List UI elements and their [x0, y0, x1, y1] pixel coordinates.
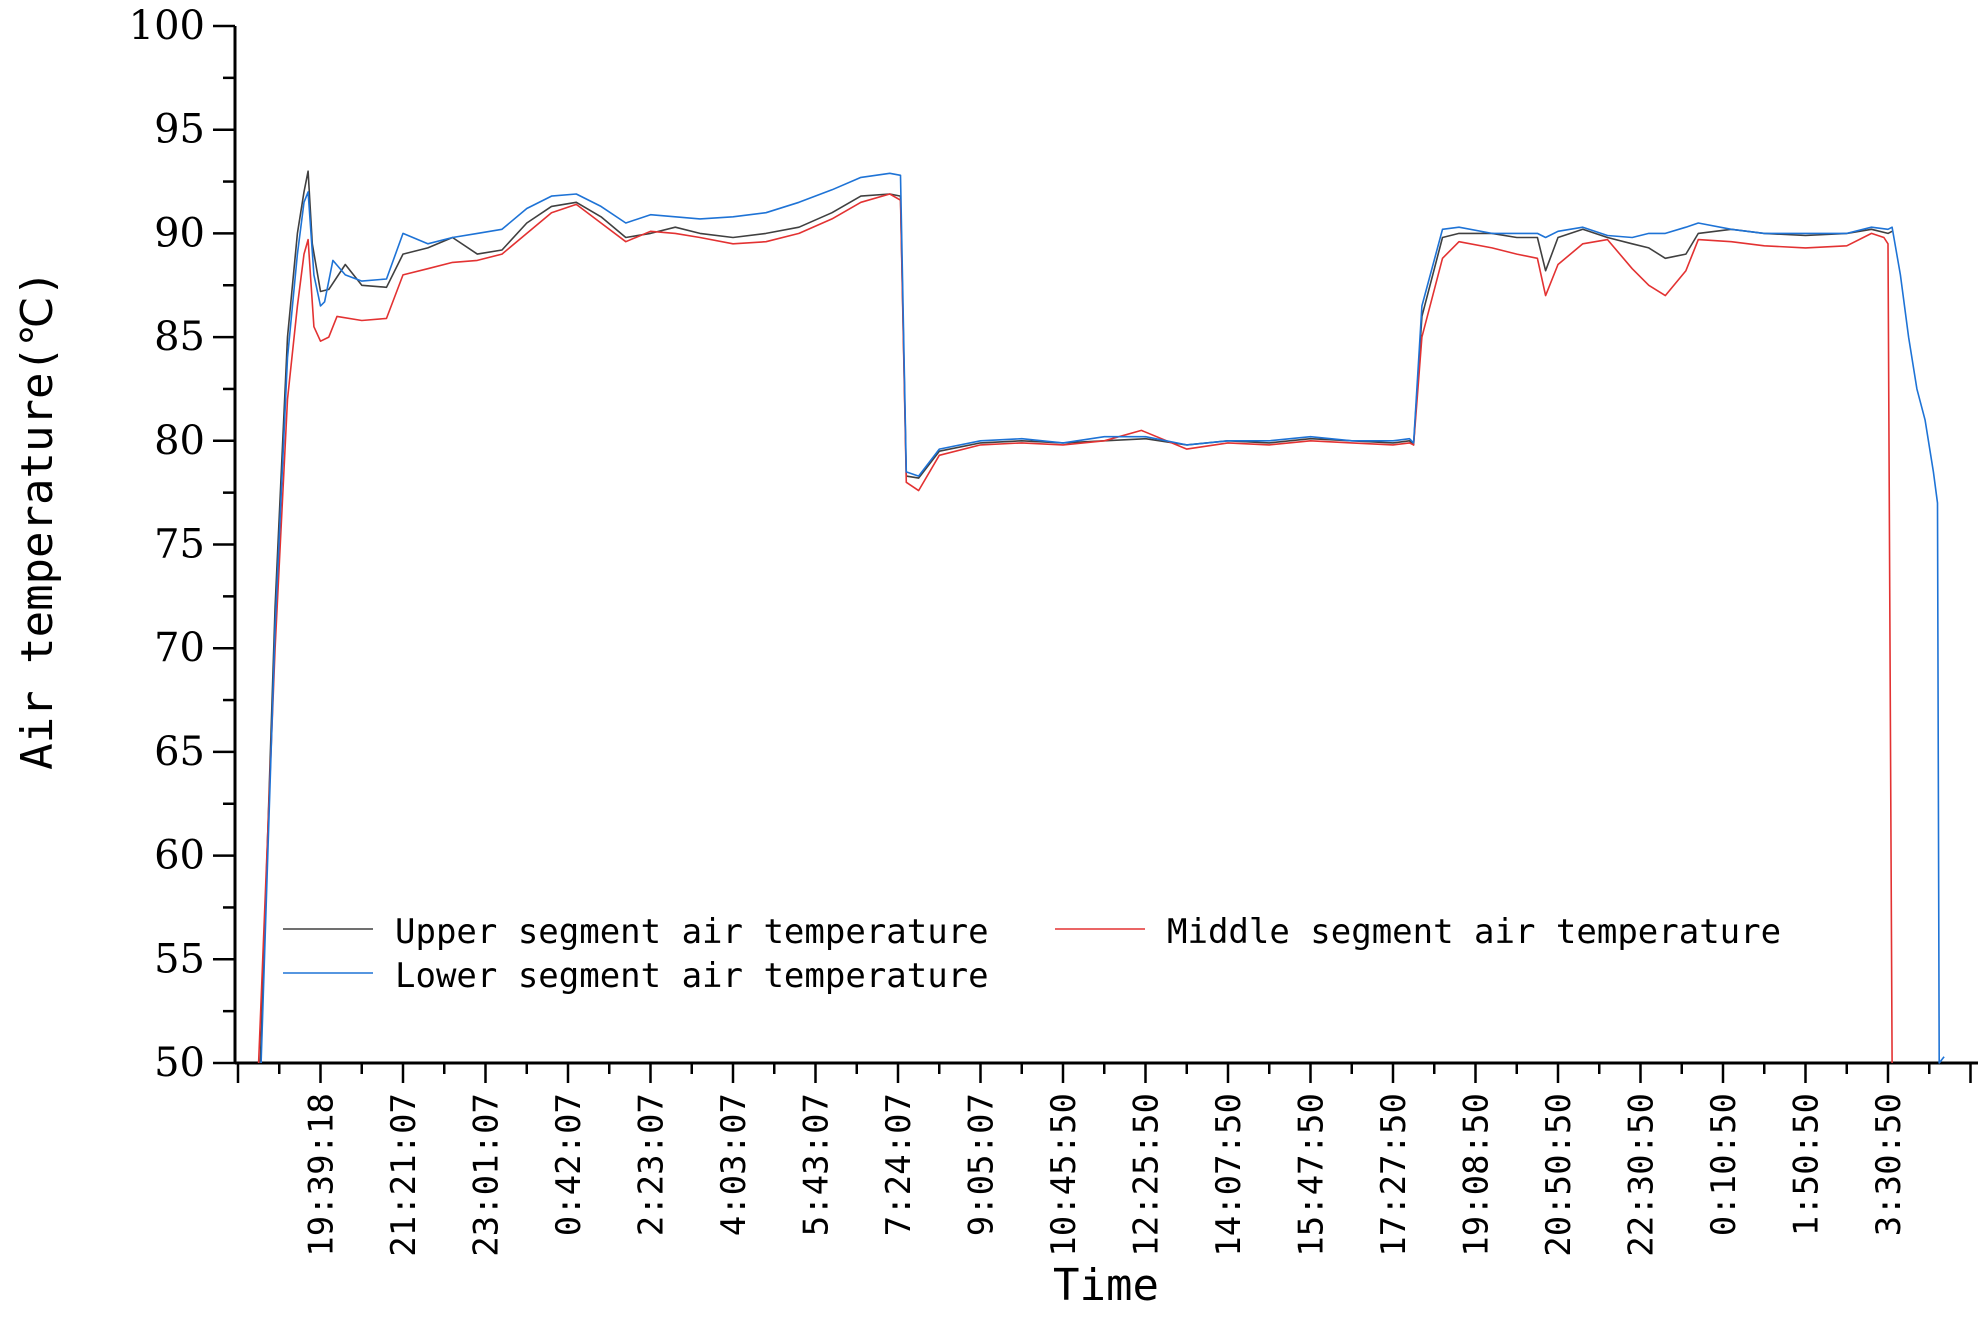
- x-tick-label: 1:50:50: [1787, 1093, 1827, 1236]
- legend-label-lower: Lower segment air temperature: [395, 956, 989, 996]
- series-line-lower: [260, 172, 1945, 1064]
- x-tick-label: 10:45:50: [1044, 1093, 1084, 1257]
- series-line-middle: [257, 193, 1893, 1064]
- y-tick-label: 85: [154, 314, 205, 360]
- x-tick-label: 2:23:07: [632, 1093, 672, 1236]
- y-tick-label: 60: [154, 833, 205, 879]
- legend-label-upper: Upper segment air temperature: [395, 912, 989, 952]
- y-tick-label: 70: [154, 625, 205, 671]
- x-tick-label: 20:50:50: [1539, 1093, 1579, 1257]
- x-tick-label: 9:05:07: [962, 1093, 1002, 1236]
- x-tick-label: 23:01:07: [467, 1093, 507, 1257]
- y-tick-label: 75: [154, 522, 205, 568]
- y-axis-label: Air temperature(℃): [12, 270, 63, 770]
- x-tick-label: 21:21:07: [384, 1093, 424, 1257]
- x-tick-label: 19:08:50: [1457, 1093, 1497, 1257]
- y-tick-label: 95: [154, 107, 205, 153]
- x-tick-label: 4:03:07: [714, 1093, 754, 1236]
- x-tick-label: 0:42:07: [549, 1093, 589, 1236]
- x-tick-label: 19:39:18: [302, 1093, 342, 1257]
- x-tick-label: 14:07:50: [1209, 1093, 1249, 1257]
- x-tick-label: 22:30:50: [1622, 1093, 1662, 1257]
- y-tick-label: 50: [154, 1040, 205, 1086]
- x-tick-label: 12:25:50: [1127, 1093, 1167, 1257]
- x-axis-label: Time: [1053, 1260, 1159, 1311]
- y-tick-label: 65: [154, 729, 205, 775]
- x-tick-label: 17:27:50: [1374, 1093, 1414, 1257]
- x-tick-label: 7:24:07: [879, 1093, 919, 1236]
- y-tick-label: 80: [154, 418, 205, 464]
- legend-label-middle: Middle segment air temperature: [1167, 912, 1781, 952]
- x-axis: 19:39:18 21:21:07 23:01:07 0:42:07 2:23:07 4:…: [235, 1061, 1978, 1257]
- series-line-upper: [259, 170, 1893, 1064]
- x-tick-label: 5:43:07: [797, 1093, 837, 1236]
- x-tick-label: 0:10:50: [1704, 1093, 1744, 1236]
- y-tick-label: 100: [129, 3, 205, 49]
- series-layer: [257, 170, 1945, 1064]
- legend: Upper segment air temperature Middle seg…: [283, 912, 1781, 996]
- x-tick-label: 15:47:50: [1292, 1093, 1332, 1257]
- y-axis: 50 55 60 65 70 75 80 85 90 95 100: [129, 3, 237, 1086]
- y-tick-label: 55: [154, 936, 205, 982]
- y-tick-label: 90: [154, 210, 205, 256]
- x-tick-label: 3:30:50: [1869, 1093, 1909, 1236]
